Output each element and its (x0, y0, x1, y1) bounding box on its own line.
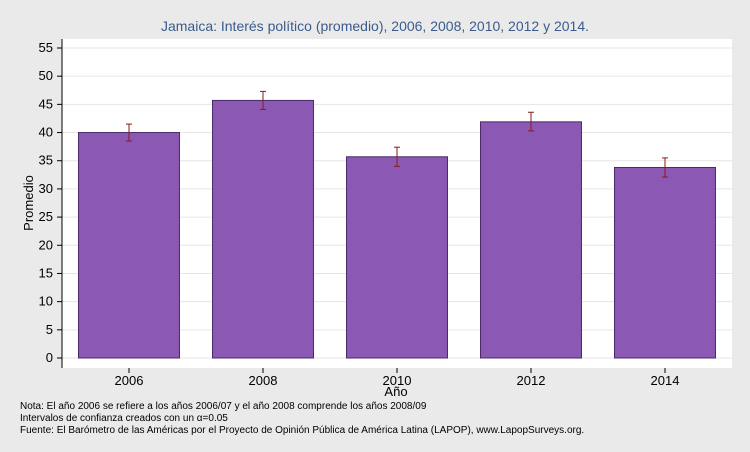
y-tick-label-5: 5 (46, 322, 53, 337)
y-tick-label-30: 30 (39, 181, 53, 196)
bar-2014 (614, 166, 716, 359)
y-tick-label-0: 0 (46, 350, 53, 365)
y-ticks: 0 5 10 15 20 25 30 35 40 45 50 55 (39, 40, 62, 365)
bar-2010 (346, 156, 448, 359)
y-tick-label-35: 35 (39, 153, 53, 168)
x-ticks: 2006 2008 2010 2012 2014 (115, 368, 680, 388)
y-tick-label-20: 20 (39, 237, 53, 252)
y-tick-label-10: 10 (39, 294, 53, 309)
x-tick-label-2014: 2014 (651, 373, 680, 388)
note-years: Nota: El año 2006 se refiere a los años … (20, 401, 427, 412)
y-tick-label-45: 45 (39, 96, 53, 111)
y-tick-label-25: 25 (39, 209, 53, 224)
y-axis-label: Promedio (21, 175, 36, 231)
x-axis-label: Año (384, 384, 407, 399)
bar-2006 (78, 132, 180, 359)
y-tick-label-50: 50 (39, 68, 53, 83)
y-tick-label-15: 15 (39, 265, 53, 280)
note-source: Fuente: El Barómetro de las Américas por… (20, 425, 585, 436)
chart-notes: Nota: El año 2006 se refiere a los años … (20, 401, 584, 437)
note-confidence: Intervalos de confianza creados con un α… (20, 413, 228, 424)
x-tick-label-2012: 2012 (517, 373, 546, 388)
chart-title: Jamaica: Interés político (promedio), 20… (161, 18, 589, 34)
y-tick-label-55: 55 (39, 40, 53, 55)
x-tick-label-2008: 2008 (249, 373, 278, 388)
y-tick-label-40: 40 (39, 125, 53, 140)
bars (78, 99, 716, 359)
bar-2008 (212, 99, 314, 359)
bar-2012 (480, 121, 582, 359)
x-tick-label-2006: 2006 (115, 373, 144, 388)
x-tick-label-2010: 2010 (383, 373, 412, 388)
error-bars (126, 90, 668, 178)
